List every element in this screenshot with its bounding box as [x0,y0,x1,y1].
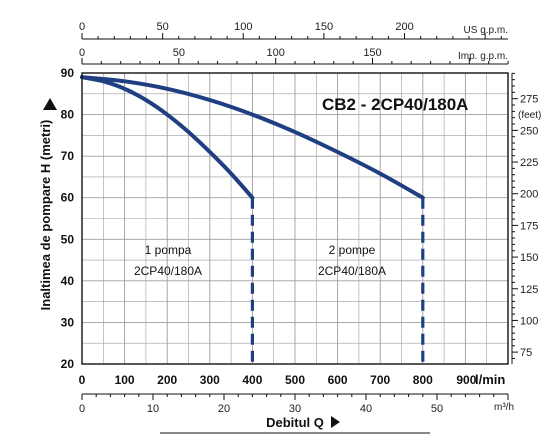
imp-gpm-tick-label: 0 [79,47,85,59]
grid [81,72,509,365]
us-gpm-unit: US g.p.m. [464,25,508,36]
x-axis-title: Debitul Q [266,415,324,430]
y-axis-title: Inaltimea de pompare H (metri) [38,120,53,311]
curves [80,75,425,364]
m3h-tick-label: 0 [79,403,85,415]
y-tick-label: 50 [61,232,75,246]
imp-gpm-tick-label: 150 [363,47,381,59]
x-axis-arrow-icon [331,416,340,428]
y-axis-arrow-icon [43,98,57,110]
y-tick-label: 90 [61,66,75,80]
y-axis-title-text: Inaltimea de pompare [38,173,53,310]
x-tick-label: 0 [79,373,86,387]
feet-tick-label: 150 [520,252,538,264]
x-tick-label: 500 [285,373,305,387]
series-2-curve [80,75,425,200]
imp-gpm-unit: Imp. g.p.m. [458,51,508,62]
m3h-unit: m³/h [494,402,514,413]
plot-frame [81,72,509,365]
y-tick-label: 60 [61,191,75,205]
x-tick-label: 700 [370,373,390,387]
us-gpm-tick-label: 0 [79,21,85,33]
x-unit-label: l/min [475,372,505,387]
x-axis-title-symbol: Q [314,415,324,430]
x-tick-label: 400 [242,373,262,387]
feet-tick-label: 200 [520,189,538,201]
m3h-tick-label: 10 [147,403,159,415]
y-tick-label: 40 [61,274,75,288]
us-gpm-tick-label: 200 [395,21,413,33]
labels: CB2 - 2CP40/180A 1 pompa 2CP40/180A 2 po… [134,95,469,278]
series-1-label-line2: 2CP40/180A [134,264,202,278]
imp-gpm-tick-label: 100 [266,47,284,59]
x-tick-label: 900 [456,373,476,387]
feet-tick-label: 250 [520,125,538,137]
feet-tick-label: 125 [520,284,538,296]
m3h-tick-label: 50 [431,403,443,415]
m3h-tick-label: 40 [360,403,372,415]
x-tick-label: 600 [328,373,348,387]
feet-tick-label: 75 [520,347,532,359]
x-tick-label: 300 [200,373,220,387]
series-2-label-line2: 2CP40/180A [318,264,386,278]
y-axis-title-symbol: H [38,164,53,173]
feet-tick-label: 275 [520,94,538,106]
y-tick-label: 80 [61,108,75,122]
feet-tick-label: 100 [520,315,538,327]
series-2-label-line1: 2 pompe [329,243,376,257]
x-tick-label: 800 [413,373,433,387]
y-tick-label: 70 [61,149,75,163]
feet-unit: (feet) [518,110,541,121]
feet-tick-label: 225 [520,157,538,169]
us-gpm-tick-label: 50 [157,21,169,33]
us-gpm-tick-label: 100 [234,21,252,33]
chart-title: CB2 - 2CP40/180A [322,95,468,114]
feet-tick-label: 175 [520,220,538,232]
x-tick-label: 100 [115,373,135,387]
y-tick-label: 20 [61,357,75,371]
m3h-tick-label: 30 [289,403,301,415]
us-gpm-tick-label: 150 [315,21,333,33]
y-tick-label: 30 [61,315,75,329]
x-tick-label: 200 [157,373,177,387]
y-axis-title-unit: (metri) [38,120,53,164]
x-axis-title-text: Debitul [266,415,314,430]
series-1-curve [80,75,255,200]
imp-gpm-tick-label: 50 [173,47,185,59]
m3h-tick-label: 20 [218,403,230,415]
series-1-label-line1: 1 pompa [145,243,192,257]
